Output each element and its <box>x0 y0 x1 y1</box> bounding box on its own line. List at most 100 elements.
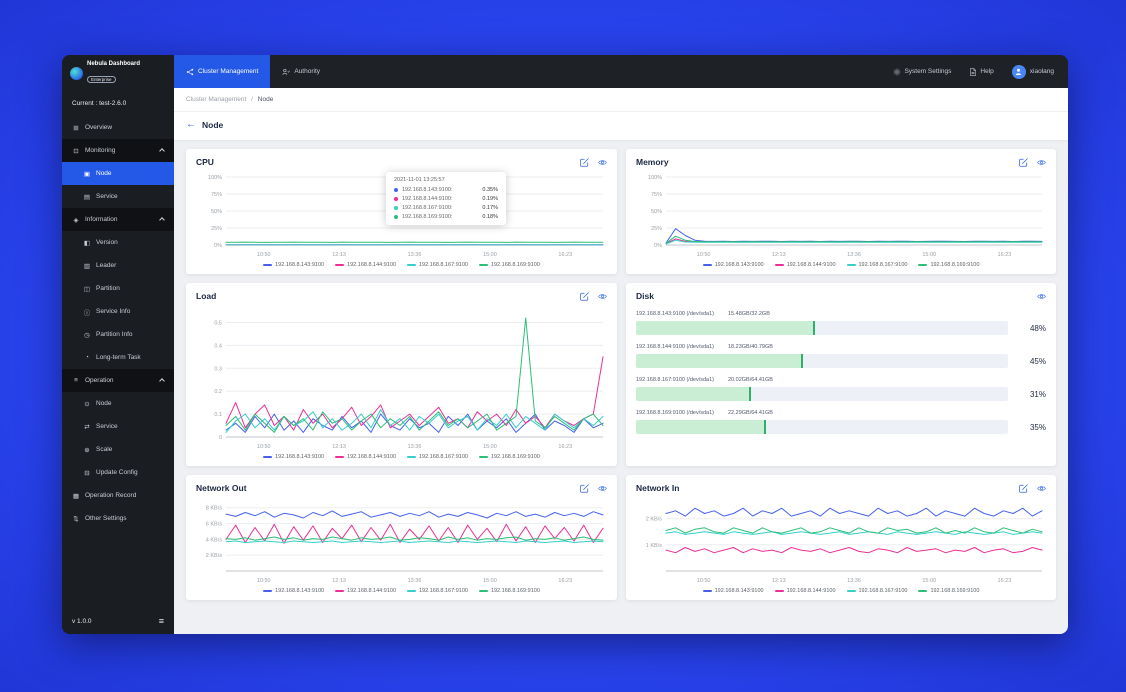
sidebar-item-overview[interactable]: ⊞ Overview <box>73 124 113 132</box>
sidebar-item-scale[interactable]: ⊕ Scale <box>84 446 113 454</box>
svg-text:13:36: 13:36 <box>408 252 422 258</box>
legend-item[interactable]: 192.168.8.169:9100 <box>478 262 540 268</box>
eye-icon[interactable] <box>598 158 607 167</box>
tooltip-row: 192.168.8.143:9100: 0.35% <box>394 187 498 193</box>
eye-icon[interactable] <box>598 484 607 493</box>
sidebar-item-update-config[interactable]: ⊟ Update Config <box>84 469 138 477</box>
cpu-legend: 192.168.8.143:9100 192.168.8.144:9100 192.… <box>196 262 607 268</box>
user-menu[interactable]: xiaolang <box>1011 64 1054 79</box>
nav-tab-authority[interactable]: Authority <box>270 55 332 88</box>
sidebar-item-monitoring[interactable]: ⊡ Monitoring <box>62 139 174 163</box>
load-chart[interactable]: 0 0.1 0.2 0.3 0.4 0.5 10:50 12:13 13:36 15:00 16:2… <box>196 305 607 451</box>
svg-text:16:23: 16:23 <box>998 252 1012 258</box>
eye-icon[interactable] <box>1037 292 1046 301</box>
legend-item[interactable]: 192.168.8.167:9100 <box>846 262 907 268</box>
svg-text:16:23: 16:23 <box>558 578 572 584</box>
edit-icon[interactable] <box>1019 157 1028 167</box>
sidebar-item-leader[interactable]: ▥ Leader <box>83 262 117 270</box>
legend-item[interactable]: 192.168.8.144:9100 <box>335 454 396 460</box>
network-in-chart[interactable]: 1 KB/s 2 KB/s 10:50 12:13 13:36 15:00 16:23 <box>636 497 1046 585</box>
legend-item[interactable]: 192.168.8.144:9100 <box>774 588 836 594</box>
top-navbar: Cluster Management Authority System Setti… <box>174 55 1068 88</box>
legend-dash-icon <box>335 456 345 458</box>
svg-text:10:50: 10:50 <box>697 578 711 584</box>
svg-text:10:50: 10:50 <box>257 444 271 450</box>
sidebar-item-other-settings[interactable]: ⇅ Other Settings <box>73 515 127 523</box>
network-out-card-title: Network Out <box>196 483 247 493</box>
help-button[interactable]: Help <box>969 67 994 76</box>
legend-item[interactable]: 192.168.8.167:9100 <box>407 454 468 460</box>
sidebar-footer: v 1.0.0 ≡ <box>62 608 174 634</box>
disk-usage-label: 20.02GB/64.41GB <box>727 377 773 383</box>
cpu-card: CPU 0% 25% 50% 75% 100% 10:50 12:13 13:36 15:00 1… <box>186 149 617 274</box>
back-button[interactable]: ← <box>186 119 196 130</box>
cluster-icon <box>186 68 194 76</box>
legend-item[interactable]: 192.168.8.143:9100 <box>263 262 324 268</box>
edit-icon[interactable] <box>580 483 589 493</box>
sidebar-item-service-info[interactable]: ⓘ Service Info <box>83 308 131 317</box>
legend-item[interactable]: 192.168.8.169:9100 <box>478 588 540 594</box>
edit-icon[interactable] <box>580 157 589 167</box>
eye-icon[interactable] <box>598 292 607 301</box>
legend-item[interactable]: 192.168.8.167:9100 <box>407 588 468 594</box>
disk-row: 192.168.8.143:9100 (/dev/sda1) 15.48GB/32… <box>636 311 1046 335</box>
sidebar-item-service[interactable]: ▤ Service <box>83 193 118 201</box>
legend-dash-icon <box>702 264 712 266</box>
series-dot-icon <box>394 206 398 210</box>
disk-usage-bar <box>636 321 1008 335</box>
sidebar-item-information[interactable]: ◈ Information <box>62 208 174 232</box>
legend-dash-icon <box>918 264 928 266</box>
collapse-menu-icon[interactable]: ≡ <box>158 616 164 626</box>
svg-text:100%: 100% <box>208 175 222 181</box>
scale-icon: ⊕ <box>84 446 90 454</box>
sidebar-item-operation-record[interactable]: ▦ Operation Record <box>72 492 137 500</box>
legend-item[interactable]: 192.168.8.143:9100 <box>702 262 764 268</box>
legend-item[interactable]: 192.168.8.143:9100 <box>263 454 324 460</box>
sidebar-item-partition-info[interactable]: ◷ Partition Info <box>84 331 133 339</box>
legend-item[interactable]: 192.168.8.144:9100 <box>774 262 836 268</box>
svg-text:16:23: 16:23 <box>558 444 572 450</box>
legend-item[interactable]: 192.168.8.169:9100 <box>918 262 979 268</box>
legend-item[interactable]: 192.168.8.169:9100 <box>478 454 540 460</box>
nav-tab-cluster-management[interactable]: Cluster Management <box>174 55 271 88</box>
dashboard-grid: CPU 0% 25% 50% 75% 100% 10:50 12:13 13:36 15:00 1… <box>174 140 1068 634</box>
edit-icon[interactable] <box>580 291 589 301</box>
legend-item[interactable]: 192.168.8.144:9100 <box>335 588 396 594</box>
nav-tabs: Cluster Management Authority <box>174 55 332 88</box>
system-settings-button[interactable]: System Settings <box>893 68 951 76</box>
breadcrumb-parent[interactable]: Cluster Management <box>186 96 247 103</box>
sidebar-item-long-term-task[interactable]: ◔ Long-term Task <box>62 346 174 369</box>
series-dot-icon <box>394 197 398 201</box>
svg-text:10:50: 10:50 <box>697 252 711 258</box>
sidebar-item-version[interactable]: ◧ Version <box>83 239 118 247</box>
eye-icon[interactable] <box>1037 158 1046 167</box>
legend-item[interactable]: 192.168.8.167:9100 <box>407 262 468 268</box>
svg-text:15:00: 15:00 <box>483 578 497 584</box>
legend-dash-icon <box>407 264 416 266</box>
sidebar-item-node[interactable]: ⊙ Node <box>84 400 112 408</box>
svg-text:0: 0 <box>219 435 222 441</box>
svg-text:0%: 0% <box>214 243 222 249</box>
svg-text:12:13: 12:13 <box>332 252 346 258</box>
sidebar-item-partition[interactable]: ◫ Partition <box>83 285 120 293</box>
sidebar-item-operation[interactable]: ≡ Operation <box>62 369 174 393</box>
eye-icon[interactable] <box>1037 484 1046 493</box>
legend-dash-icon <box>478 456 488 458</box>
legend-item[interactable]: 192.168.8.144:9100 <box>335 262 396 268</box>
legend-dash-icon <box>263 590 273 592</box>
svg-text:15:00: 15:00 <box>922 252 936 258</box>
edit-icon[interactable] <box>1019 483 1028 493</box>
legend-item[interactable]: 192.168.8.169:9100 <box>918 588 979 594</box>
disk-host-label: 192.168.8.169:9100 (/dev/sda1) <box>636 410 714 416</box>
disk-card: Disk 192.168.8.143:9100 (/dev/sda1) 15.48… <box>626 283 1056 466</box>
sidebar-item-service[interactable]: ⇄ Service <box>84 423 118 431</box>
svg-text:25%: 25% <box>211 226 222 232</box>
legend-item[interactable]: 192.168.8.167:9100 <box>846 588 907 594</box>
legend-item[interactable]: 192.168.8.143:9100 <box>263 588 324 594</box>
network-out-chart[interactable]: 2 KB/s 4 KB/s 6 KB/s 8 KB/s 10:50 12:13 13:36 1… <box>196 497 607 585</box>
network-in-card-title: Network In <box>636 483 680 493</box>
memory-chart[interactable]: 0% 25% 50% 75% 100% 10:50 12:13 13:36 15:00 16:23 <box>636 171 1046 259</box>
sidebar-item-node[interactable]: ▣ Node <box>62 162 174 186</box>
legend-item[interactable]: 192.168.8.143:9100 <box>702 588 764 594</box>
